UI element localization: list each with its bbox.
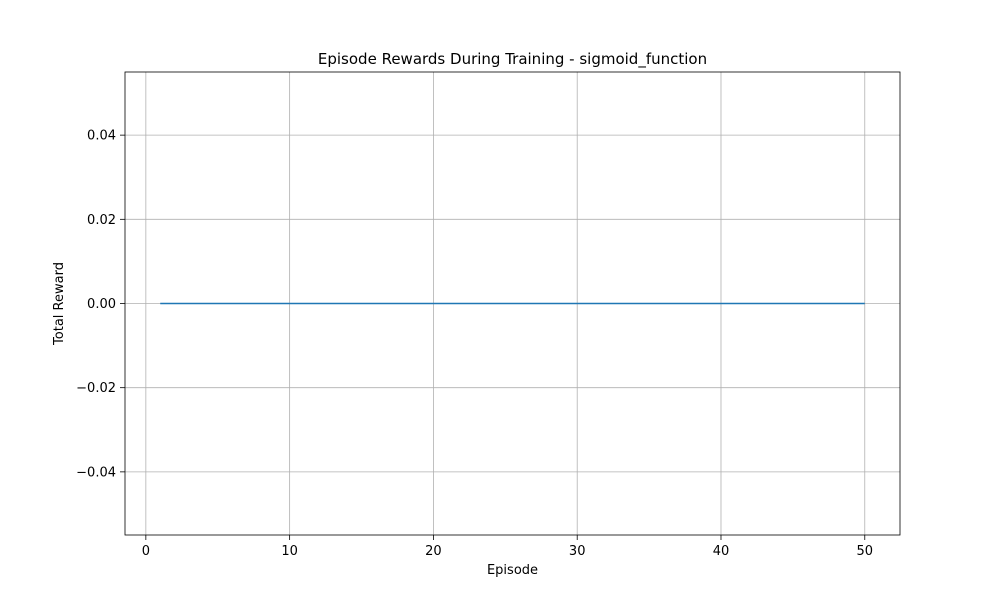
chart-title: Episode Rewards During Training - sigmoi…	[318, 50, 707, 69]
y-tick-label: 0.00	[87, 297, 116, 312]
x-tick-label: 30	[569, 544, 586, 559]
x-tick-label: 0	[142, 544, 150, 559]
x-tick-label: 40	[713, 544, 730, 559]
y-tick-label: −0.02	[76, 381, 116, 396]
x-tick-label: 20	[425, 544, 442, 559]
y-tick-label: −0.04	[76, 465, 116, 480]
y-tick-label: 0.04	[87, 129, 116, 144]
y-axis-label: Total Reward	[52, 262, 67, 346]
axis-ticks: 0 10 20 30 40 50 −0.04 −0.02 0.00 0.02 0.04	[76, 129, 873, 559]
x-tick-label: 50	[856, 544, 873, 559]
x-tick-label: 10	[281, 544, 298, 559]
x-axis-label: Episode	[487, 563, 538, 578]
y-tick-label: 0.02	[87, 213, 116, 228]
